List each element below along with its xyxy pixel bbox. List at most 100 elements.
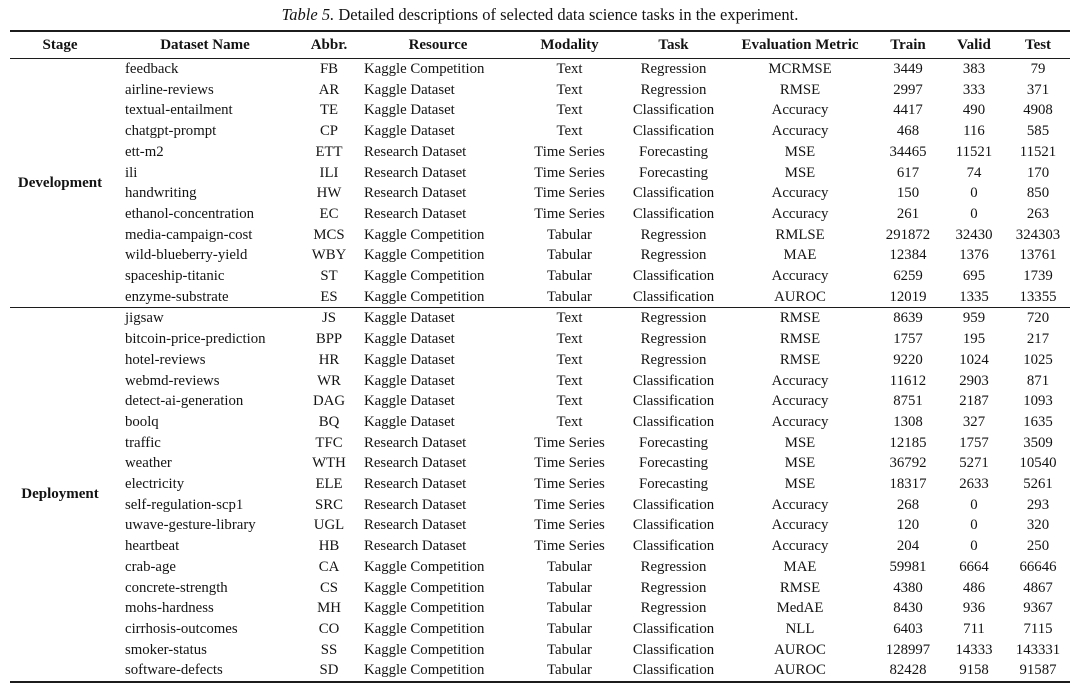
cell-test: 3509 bbox=[1023, 434, 1053, 451]
col-header-abbr: Abbr. bbox=[310, 36, 348, 53]
cell-resource: Kaggle Competition bbox=[364, 268, 485, 285]
cell-metric: Accuracy bbox=[771, 496, 829, 513]
cell-resource: Kaggle Competition bbox=[364, 662, 485, 679]
table-row: spaceship-titanic ST Kaggle Competition Tab… bbox=[10, 266, 1070, 287]
cell-modality: Text bbox=[556, 331, 583, 348]
table-row: chatgpt-prompt CP Kaggle Dataset Text Classi… bbox=[10, 121, 1070, 142]
cell-metric: RMSE bbox=[779, 579, 821, 596]
cell-abbr: BQ bbox=[318, 413, 340, 430]
cell-abbr: WR bbox=[317, 372, 341, 389]
cell-metric: Accuracy bbox=[771, 372, 829, 389]
cell-task: Classification bbox=[632, 517, 715, 534]
cell-modality: Text bbox=[556, 351, 583, 368]
cell-test: 91587 bbox=[1019, 662, 1057, 679]
cell-modality: Tabular bbox=[547, 558, 592, 575]
cell-valid: 0 bbox=[970, 538, 978, 555]
cell-resource: Kaggle Competition bbox=[364, 620, 485, 637]
cell-resource: Research Dataset bbox=[364, 517, 467, 534]
cell-metric: MSE bbox=[784, 164, 816, 181]
cell-modality: Text bbox=[556, 123, 583, 140]
cell-dataset-name: weather bbox=[125, 455, 172, 472]
cell-task: Classification bbox=[632, 372, 715, 389]
cell-resource: Kaggle Competition bbox=[364, 247, 485, 264]
cell-abbr: HR bbox=[318, 351, 340, 368]
cell-modality: Tabular bbox=[547, 268, 592, 285]
cell-valid: 2633 bbox=[959, 476, 989, 493]
cell-train: 617 bbox=[896, 164, 920, 181]
cell-train: 268 bbox=[896, 496, 920, 513]
cell-modality: Time Series bbox=[534, 434, 605, 451]
cell-abbr: CA bbox=[318, 558, 340, 575]
table-caption: Table 5. Detailed descriptions of select… bbox=[0, 0, 1080, 30]
cell-dataset-name: cirrhosis-outcomes bbox=[125, 620, 238, 637]
cell-dataset-name: textual-entailment bbox=[125, 102, 233, 119]
cell-train: 120 bbox=[896, 517, 920, 534]
cell-resource: Kaggle Dataset bbox=[364, 310, 455, 327]
cell-metric: RMSE bbox=[779, 81, 821, 98]
cell-valid: 11521 bbox=[955, 143, 993, 160]
cell-task: Classification bbox=[632, 496, 715, 513]
cell-abbr: BPP bbox=[315, 331, 343, 348]
cell-abbr: CO bbox=[318, 620, 340, 637]
cell-resource: Kaggle Competition bbox=[364, 226, 485, 243]
table-row: cirrhosis-outcomes CO Kaggle Competition Ta… bbox=[10, 619, 1070, 640]
cell-modality: Text bbox=[556, 102, 583, 119]
cell-task: Classification bbox=[632, 102, 715, 119]
cell-test: 1739 bbox=[1023, 268, 1053, 285]
cell-test: 4867 bbox=[1023, 579, 1053, 596]
table-row: heartbeat HB Research Dataset Time Series Cl… bbox=[10, 536, 1070, 557]
cell-test: 585 bbox=[1026, 123, 1050, 140]
stage-cell: Deployment bbox=[21, 486, 99, 503]
cell-dataset-name: ili bbox=[125, 164, 138, 181]
col-header-train: Train bbox=[890, 36, 926, 53]
cell-resource: Kaggle Competition bbox=[364, 61, 485, 77]
cell-resource: Research Dataset bbox=[364, 164, 467, 181]
cell-task: Regression bbox=[640, 310, 707, 327]
cell-modality: Text bbox=[556, 413, 583, 430]
table-row: hotel-reviews HR Kaggle Dataset Text Regress… bbox=[10, 350, 1070, 371]
cell-metric: RMSE bbox=[779, 331, 821, 348]
cell-metric: AUROC bbox=[774, 288, 826, 305]
cell-dataset-name: feedback bbox=[125, 61, 179, 77]
cell-dataset-name: enzyme-substrate bbox=[125, 288, 229, 305]
table-header: Stage Dataset Name Abbr. Resource Modali… bbox=[10, 31, 1070, 59]
cell-valid: 327 bbox=[962, 413, 986, 430]
cell-train: 8639 bbox=[893, 310, 923, 327]
table-row: smoker-status SS Kaggle Competition Tabular… bbox=[10, 640, 1070, 661]
cell-dataset-name: ett-m2 bbox=[125, 143, 164, 160]
cell-resource: Research Dataset bbox=[364, 185, 467, 202]
cell-test: 5261 bbox=[1023, 476, 1053, 493]
cell-train: 8430 bbox=[893, 600, 923, 617]
cell-dataset-name: chatgpt-prompt bbox=[125, 123, 217, 140]
cell-test: 79 bbox=[1030, 61, 1046, 77]
table-row: enzyme-substrate ES Kaggle Competition Tabu… bbox=[10, 287, 1070, 308]
cell-train: 12384 bbox=[889, 247, 927, 264]
table-row: textual-entailment TE Kaggle Dataset Text Cl… bbox=[10, 100, 1070, 121]
cell-metric: MSE bbox=[784, 455, 816, 472]
cell-metric: MCRMSE bbox=[768, 61, 832, 77]
cell-valid: 0 bbox=[970, 496, 978, 513]
table-row: wild-blueberry-yield WBY Kaggle Competitio… bbox=[10, 245, 1070, 266]
cell-modality: Tabular bbox=[547, 620, 592, 637]
cell-train: 291872 bbox=[885, 226, 931, 243]
cell-valid: 14333 bbox=[955, 641, 993, 658]
cell-test: 11521 bbox=[1019, 143, 1057, 160]
cell-task: Classification bbox=[632, 185, 715, 202]
cell-test: 720 bbox=[1026, 310, 1050, 327]
cell-dataset-name: traffic bbox=[125, 434, 161, 451]
cell-modality: Time Series bbox=[534, 185, 605, 202]
table-row: crab-age CA Kaggle Competition Tabular Regre… bbox=[10, 557, 1070, 578]
cell-resource: Research Dataset bbox=[364, 538, 467, 555]
cell-valid: 936 bbox=[962, 600, 986, 617]
col-header-dataset-name: Dataset Name bbox=[160, 36, 250, 53]
cell-test: 10540 bbox=[1019, 455, 1057, 472]
table-row: ili ILI Research Dataset Time Series Forecas… bbox=[10, 163, 1070, 184]
cell-task: Classification bbox=[632, 288, 715, 305]
table-row: mohs-hardness MH Kaggle Competition Tabular… bbox=[10, 598, 1070, 619]
section-deployment: Deployment jigsaw JS Kaggle Dataset Text Regr… bbox=[10, 307, 1070, 682]
cell-metric: Accuracy bbox=[771, 102, 829, 119]
cell-dataset-name: wild-blueberry-yield bbox=[125, 247, 248, 264]
cell-train: 18317 bbox=[889, 476, 927, 493]
cell-modality: Text bbox=[556, 393, 583, 410]
cell-valid: 116 bbox=[963, 123, 985, 140]
